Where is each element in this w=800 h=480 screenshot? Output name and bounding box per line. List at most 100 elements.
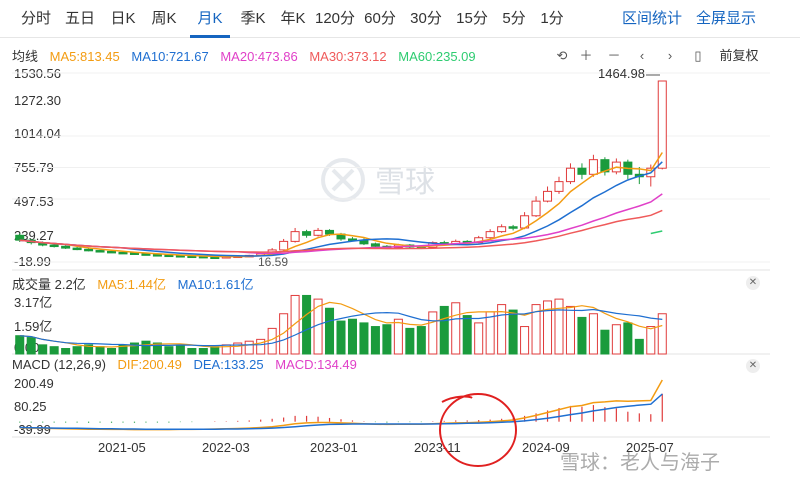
volume-bar [95, 346, 105, 355]
volume-bar [623, 322, 633, 355]
macd-legend: MACD (12,26,9) DIF:200.49 DEA:133.25 MAC… [12, 357, 365, 372]
candle-body [61, 245, 71, 249]
watermark-signature: 雪球：老人与海子 [560, 452, 720, 474]
volume-bar [462, 315, 472, 355]
x-axis-label: 2024-09 [522, 440, 570, 455]
ma5-line [19, 152, 663, 258]
tab-120min[interactable]: 120分 [314, 10, 356, 27]
macd-axis-label: 80.25 [14, 399, 47, 414]
reset-icon[interactable]: ⟲ [556, 48, 568, 63]
x-axis-label: 2021-05 [98, 440, 146, 455]
volume-bar [497, 304, 507, 355]
close-volume-icon[interactable]: ✕ [746, 276, 760, 290]
ma-label: 均线 [12, 49, 39, 64]
fullscreen-link[interactable]: 全屏显示 [696, 10, 757, 27]
ma30-line [19, 209, 663, 253]
volume-bar [152, 342, 162, 355]
scroll-left-icon[interactable]: ‹ [639, 48, 645, 63]
volume-bar [290, 294, 300, 355]
dif-value: DIF:200.49 [117, 357, 182, 372]
volume-bar [256, 338, 266, 355]
tab-five-day[interactable]: 五日 [64, 10, 95, 27]
price-legend: 均线 MA5:813.45 MA10:721.67 MA20:473.86 MA… [12, 46, 484, 65]
macd-axis-label: -39.99 [14, 422, 51, 437]
volume-bar [244, 340, 254, 355]
max-price-label: 1464.98 [598, 66, 645, 81]
volume-bar [107, 348, 117, 355]
scroll-right-icon[interactable]: › [667, 48, 673, 63]
volume-bar [405, 327, 415, 355]
volume-bar [198, 348, 208, 355]
candle-body [256, 253, 266, 256]
tab-60min[interactable]: 60分 [364, 10, 396, 27]
volume-bar [325, 307, 335, 355]
vol-ma5-value: MA5:1.44亿 [97, 277, 166, 292]
tab-15min[interactable]: 15分 [456, 10, 488, 27]
volume-bar [164, 346, 174, 355]
candle-body [244, 254, 254, 258]
zoom-out-icon[interactable]: － [607, 48, 621, 63]
volume-bar [175, 344, 185, 355]
x-axis-label: 2023-11 [414, 440, 461, 455]
volume-bar [302, 294, 312, 355]
volume-bar [520, 326, 530, 355]
candle-body [497, 226, 507, 233]
zoom-in-icon[interactable]: ＋ [579, 48, 593, 63]
price-axis-label: 239.27 [14, 228, 54, 243]
candle-body [233, 255, 243, 259]
candle-body [508, 226, 518, 229]
candle-body [382, 245, 392, 249]
volume-bar [439, 305, 449, 355]
watermark-logo [321, 158, 365, 202]
volume-bar [600, 329, 610, 355]
vol-ma10-value: MA10:1.61亿 [177, 277, 254, 292]
volume-bar [646, 326, 656, 355]
tab-1min[interactable]: 1分 [540, 10, 564, 27]
volume-bar [382, 324, 392, 355]
tab-weekly-k[interactable]: 周K [151, 10, 177, 27]
candle-body [129, 252, 139, 255]
adjust-mode-button[interactable]: 前复权 [719, 48, 759, 63]
candle-body [359, 239, 369, 245]
candle-body [267, 249, 277, 255]
active-tab-indicator [190, 35, 230, 38]
candle-body [175, 255, 185, 258]
candle-body [485, 231, 495, 239]
tab-daily-k[interactable]: 日K [110, 10, 136, 27]
volume-bar [210, 346, 220, 355]
candle-body [543, 190, 553, 202]
volume-bar [588, 313, 598, 355]
volume-bar [359, 322, 369, 355]
volume-bar [554, 298, 564, 355]
candle-body [577, 167, 587, 175]
tab-yearly-k[interactable]: 年K [280, 10, 306, 27]
candle-body [325, 229, 335, 235]
candle-body [634, 173, 644, 178]
hand-drawn-circle [439, 393, 517, 467]
candle-body [336, 233, 346, 240]
volume-bar [451, 302, 461, 355]
tab-monthly-k[interactable]: 月K [197, 10, 223, 27]
candle-body [588, 159, 598, 175]
volume-bar [221, 344, 231, 355]
min-price-label: 16.59 [258, 255, 288, 269]
period-tabbar: 分时 五日 日K 周K 月K 季K 年K 120分 60分 30分 15分 5分… [0, 0, 800, 38]
volume-bar [543, 300, 553, 355]
candle-style-icon[interactable]: ▯ [694, 48, 702, 63]
tab-5min[interactable]: 5分 [502, 10, 526, 27]
candle-body [95, 250, 105, 253]
tab-intraday[interactable]: 分时 [20, 10, 51, 27]
volume-bar [634, 338, 644, 355]
tab-30min[interactable]: 30分 [410, 10, 442, 27]
candle-body [474, 237, 484, 244]
candle-body [462, 240, 472, 244]
tab-quarterly-k[interactable]: 季K [240, 10, 266, 27]
volume-bar [49, 346, 59, 355]
ma20-line [19, 193, 663, 255]
ma20-value: MA20:473.86 [220, 49, 298, 64]
candle-body [152, 254, 162, 257]
ma30-value: MA30:373.12 [309, 49, 387, 64]
close-macd-icon[interactable]: ✕ [746, 359, 760, 373]
candle-body [164, 254, 174, 258]
interval-stats-link[interactable]: 区间统计 [622, 10, 683, 27]
